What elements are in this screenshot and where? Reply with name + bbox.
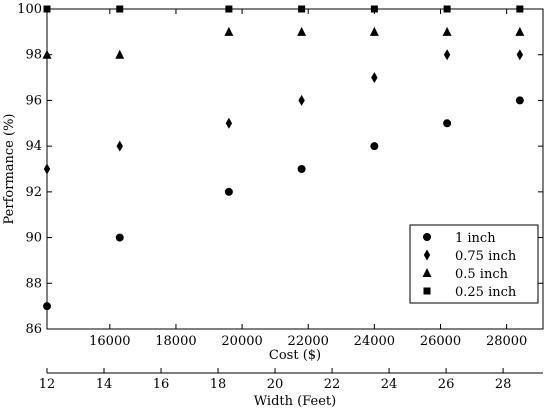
secondary-x-tick-label: 18 [210, 377, 227, 392]
x-tick-label: 22000 [288, 334, 329, 349]
secondary-x-tick-label: 22 [324, 377, 341, 392]
data-point-circle [224, 187, 233, 196]
secondary-x-tick-label: 26 [438, 377, 455, 392]
data-point-diamond [225, 117, 233, 129]
data-point-square [298, 5, 306, 13]
data-point-triangle [442, 26, 452, 36]
x-axis-title: Cost ($) [269, 348, 321, 363]
data-point-circle [43, 302, 51, 311]
secondary-x-tick-label: 20 [267, 377, 284, 392]
legend-marker-circle [423, 233, 431, 241]
legend: 1 inch 0.75 inch 0.5 inch 0.25 inch [409, 224, 539, 304]
secondary-x-tick-label: 28 [495, 377, 512, 392]
legend-marker-square [423, 287, 431, 295]
data-point-diamond [443, 49, 451, 61]
x-tick-label: 18000 [155, 334, 196, 349]
data-point-circle [515, 96, 524, 105]
data-point-diamond [116, 140, 123, 152]
legend-box [409, 224, 539, 304]
y-tick-label: 98 [25, 48, 42, 63]
data-point-diamond [298, 94, 305, 106]
x-tick-label: 26000 [420, 334, 461, 349]
data-point-square [443, 5, 451, 13]
data-point-circle [297, 165, 306, 173]
y-tick-label: 86 [25, 322, 42, 337]
x-tick-label: 28000 [486, 334, 527, 349]
secondary-x-tick-label: 16 [153, 377, 170, 392]
legend-label: 0.5 inch [455, 267, 509, 282]
data-point-square [116, 5, 124, 13]
x-tick-label: 24000 [354, 334, 395, 349]
data-point-square [370, 5, 378, 13]
legend-label: 0.75 inch [455, 249, 517, 264]
legend-marker-triangle [422, 268, 432, 277]
legend-marker-diamond [423, 249, 431, 261]
data-point-triangle [369, 26, 379, 36]
y-axis: 86 88 90 92 94 96 98 100 [17, 2, 543, 337]
data-point-triangle [297, 26, 307, 36]
secondary-x-axis: 12 14 16 18 20 22 24 26 28 [39, 368, 512, 392]
y-tick-label: 90 [25, 231, 42, 246]
secondary-x-tick-label: 24 [381, 377, 398, 392]
data-point-circle [370, 142, 379, 151]
data-marks [42, 5, 525, 311]
data-point-triangle [115, 49, 125, 59]
data-point-diamond [43, 163, 51, 175]
data-point-triangle [515, 26, 525, 36]
data-point-diamond [371, 72, 378, 84]
legend-label: 1 inch [455, 231, 496, 246]
data-point-circle [443, 119, 452, 128]
secondary-x-axis-title: Width (Feet) [254, 394, 336, 409]
x-tick-label: 20000 [221, 334, 262, 349]
y-tick-label: 100 [17, 2, 42, 17]
legend-label: 0.25 inch [455, 285, 517, 300]
data-point-diamond [516, 49, 524, 61]
y-tick-label: 92 [25, 185, 42, 200]
secondary-x-tick-label: 12 [39, 377, 56, 392]
y-tick-label: 94 [25, 139, 42, 154]
x-axis: 16000 18000 20000 22000 24000 26000 28000 [89, 9, 527, 349]
data-point-triangle [224, 26, 234, 36]
y-axis-title: Performance (%) [2, 114, 17, 225]
data-point-square [225, 5, 233, 13]
x-tick-label: 16000 [89, 334, 130, 349]
data-point-square [43, 5, 51, 13]
data-point-triangle [42, 49, 52, 59]
data-point-square [516, 5, 524, 13]
y-tick-label: 88 [25, 276, 42, 291]
secondary-x-tick-label: 14 [96, 377, 113, 392]
data-point-circle [115, 233, 124, 242]
y-tick-label: 96 [25, 93, 42, 108]
